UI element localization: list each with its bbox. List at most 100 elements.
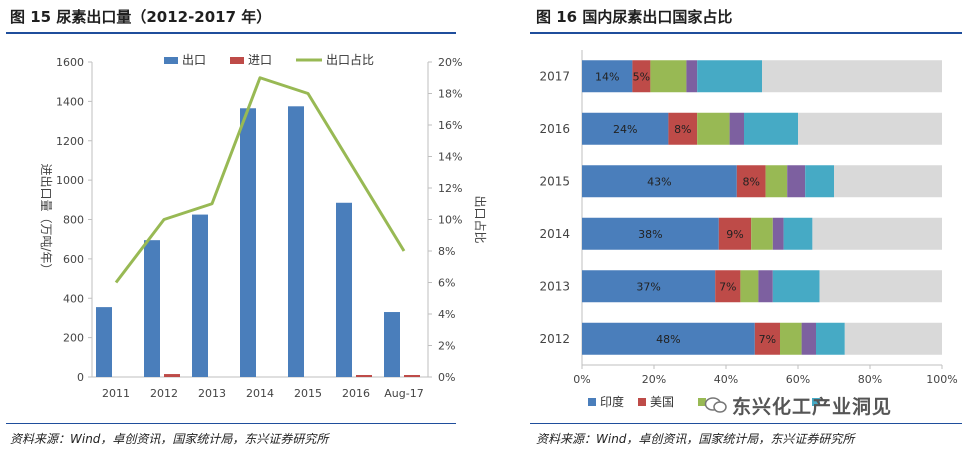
segment-series5 [816,322,845,355]
segment-other [762,60,942,93]
y-tick-label-left: 1600 [56,56,84,69]
x-tick-label: 20% [642,373,666,386]
import-bar [404,375,420,377]
segment-series3 [780,322,802,355]
watermark: 东兴化工产业洞见 [732,396,893,418]
y-tick-label-left: 200 [63,332,84,345]
segment-美国 [668,112,698,145]
export-bar [144,240,160,377]
legend-swatch-5 [812,398,820,406]
segment-印度 [582,165,737,198]
legend-swatch-india [588,398,596,406]
legend-swatch-export [164,57,178,64]
segment-series3 [740,270,759,303]
wechat-icon [704,397,727,413]
legend-swatch-3 [698,398,706,406]
y-tick-label-left: 1400 [56,95,84,108]
x-tick-label: 2013 [198,387,226,400]
x-tick-label: 2011 [102,387,130,400]
export-bar [192,214,208,377]
y-tick-label: 2015 [539,174,570,188]
y-tick-label: 2014 [539,227,570,241]
segment-series3 [765,165,788,198]
segment-美国 [754,322,780,355]
segment-印度 [582,112,669,145]
x-tick-label: 0% [573,373,590,386]
y-tick-label-left: 1200 [56,135,84,148]
data-label: 7% [759,333,776,346]
import-bar [164,374,180,377]
legend-label-share: 出口占比 [326,52,374,67]
legend-swatch-import [230,57,244,64]
segment-series4 [686,60,698,93]
data-label: 5% [633,70,650,83]
y-tick-label-right: 4% [438,308,455,321]
x-tick-label: 80% [858,373,882,386]
right-source-note: 资料来源：Wind，卓创资讯，国家统计局，东兴证券研究所 [536,432,855,446]
y-tick-label-right: 6% [438,277,455,290]
right-source-rule [530,423,962,424]
segment-印度 [582,270,716,303]
x-tick-label: 100% [926,373,957,386]
segment-series5 [783,217,813,250]
x-tick-label: 2014 [246,387,274,400]
y-tick-label: 2017 [539,69,570,83]
export-share-line [114,76,406,284]
x-tick-label: 40% [714,373,738,386]
legend-label-import: 进口 [248,53,272,67]
data-label: 7% [719,280,736,293]
legend-label-india: 印度 [600,394,624,409]
segment-印度 [582,322,755,355]
y-tick-label-left: 400 [63,292,84,305]
data-label: 8% [742,175,759,188]
y-tick-label-left: 600 [63,253,84,266]
x-tick-label: 2016 [342,387,370,400]
y-tick-label-right: 16% [438,119,462,132]
segment-美国 [632,60,651,93]
legend-label-export: 出口 [182,53,206,67]
export-volume-chart: 0 200 400 600 800 1000 1200 1400 1600 0% 2% 4% 6% 8% 1… [39,52,488,400]
y-tick-label-right: 2% [438,340,455,353]
data-label: 37% [636,280,660,293]
segment-other [844,322,942,355]
left-title-rule [6,32,456,34]
segment-美国 [718,217,752,250]
export-bar [384,312,400,377]
y-tick-label: 2016 [539,122,570,136]
export-bar [336,202,352,377]
right-chart-title: 图 16 国内尿素出口国家占比 [536,8,733,26]
segment-other [819,270,942,303]
segment-series4 [801,322,816,355]
segment-印度 [582,60,633,93]
export-bar [240,108,256,377]
segment-series5 [744,112,798,145]
legend-swatch-usa [638,398,646,406]
y-tick-label-left: 0 [77,371,84,384]
y-tick-label-right: 18% [438,88,462,101]
segment-series4 [729,112,744,145]
x-tick-label: Aug-17 [384,387,423,400]
segment-series5 [697,60,762,93]
segment-美国 [715,270,741,303]
segment-series4 [772,217,784,250]
y-tick-label-left: 1000 [56,174,84,187]
x-tick-label: 2015 [294,387,322,400]
export-bar [288,106,304,377]
segment-美国 [736,165,766,198]
y-tick-label-right: 0% [438,371,455,384]
data-label: 24% [613,123,637,136]
y-axis-title-left: 进出口量（万吨/年） [39,163,53,275]
data-label: 8% [674,123,691,136]
y-tick-label-right: 14% [438,151,462,164]
right-title-rule [530,32,962,34]
x-tick-label: 2012 [150,387,178,400]
y-tick-label-right: 8% [438,245,455,258]
segment-series4 [758,270,773,303]
y-tick-label: 2013 [539,279,570,293]
segment-series3 [751,217,773,250]
data-label: 14% [595,70,619,83]
y-tick-label: 2012 [539,332,570,346]
segment-other [798,112,942,145]
segment-other [812,217,942,250]
import-bar [356,375,372,377]
